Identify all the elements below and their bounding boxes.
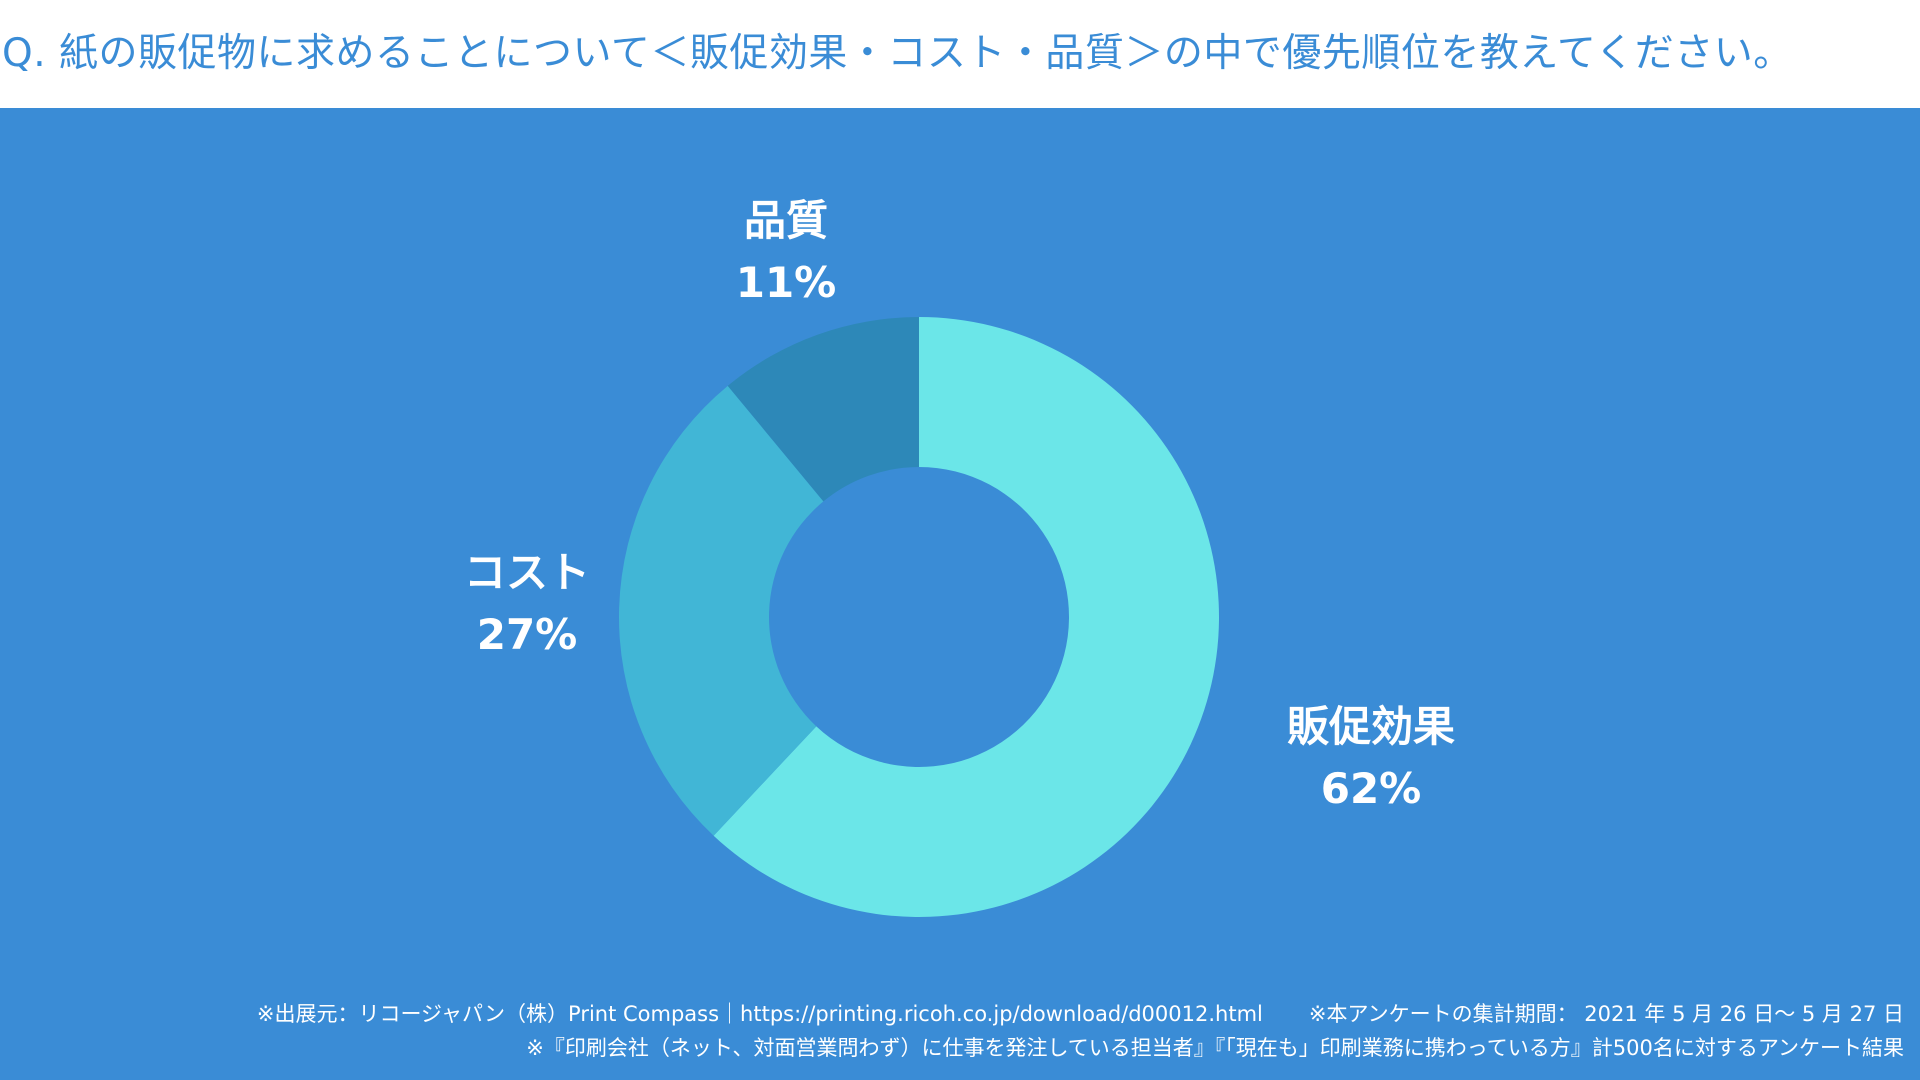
slice-label-cost: コスト 27%	[464, 542, 590, 666]
slice-cost	[619, 385, 824, 836]
slice-quality	[727, 317, 919, 502]
chart-panel: 販促効果 62% コスト 27% 品質 11% ※出展元：リコージャパン（株）P…	[0, 108, 1920, 1080]
survey-period-note: ※本アンケートの集計期間： 2021 年 5 月 26 日～ 5 月 27 日	[1308, 1002, 1904, 1026]
footer-line-1: ※出展元：リコージャパン（株）Print Compass｜https://pri…	[257, 999, 1904, 1029]
source-note: ※出展元：リコージャパン（株）Print Compass｜https://pri…	[256, 1002, 1263, 1026]
slice-percent: 11%	[735, 258, 837, 307]
slice-label-quality: 品質 11%	[736, 190, 837, 314]
question-title: Q. 紙の販促物に求めることについて＜販促効果・コスト・品質＞の中で優先順位を教…	[2, 31, 1793, 76]
header: Q. 紙の販促物に求めることについて＜販促効果・コスト・品質＞の中で優先順位を教…	[0, 0, 1920, 108]
respondents-note: ※『印刷会社（ネット、対面営業問わず）に仕事を発注している担当者』『「現在も」印…	[526, 1036, 1904, 1060]
slice-percent: 27%	[476, 610, 578, 659]
slice-name: 品質	[743, 196, 828, 245]
slice-sales-promotion	[713, 317, 1220, 918]
slice-label-sales-promotion: 販促効果 62%	[1287, 696, 1455, 820]
footer-line-2: ※『印刷会社（ネット、対面営業問わず）に仕事を発注している担当者』『「現在も」印…	[526, 1033, 1904, 1063]
slice-name: コスト	[463, 548, 591, 597]
slice-percent: 62%	[1320, 764, 1422, 813]
donut-chart	[619, 317, 1220, 918]
slice-name: 販促効果	[1286, 702, 1456, 751]
